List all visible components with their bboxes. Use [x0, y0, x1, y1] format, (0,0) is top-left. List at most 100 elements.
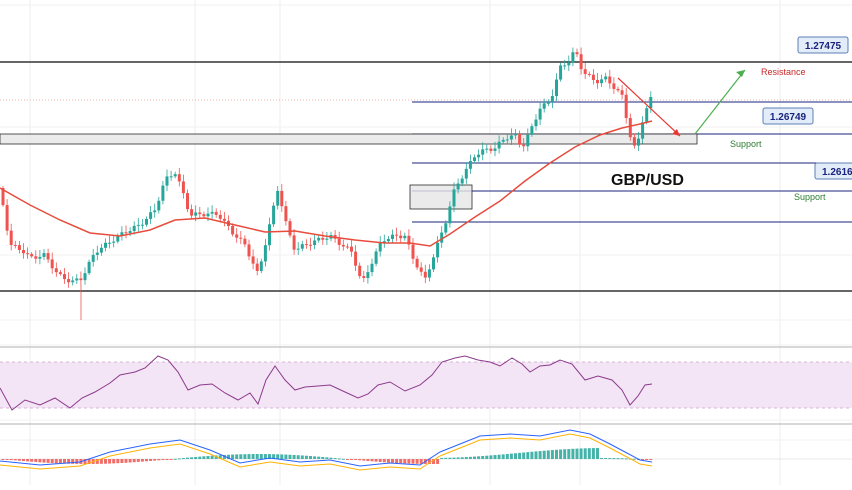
macd-bar-6 [26, 459, 30, 462]
chart-title: GBP/USD [611, 172, 684, 189]
candle-153 [628, 118, 632, 138]
macd-bar-114 [468, 456, 472, 459]
macd-bar-102 [419, 459, 423, 464]
candle-63 [259, 261, 263, 271]
macd-bar-43 [177, 458, 181, 460]
candle-25 [104, 242, 107, 248]
candle-139 [571, 52, 575, 63]
macd-bar-106 [436, 459, 440, 464]
candle-110 [452, 189, 456, 207]
macd-bar-95 [391, 459, 394, 463]
level-label-support-upper: 1.26749 [762, 107, 814, 125]
macd-bar-40 [165, 459, 169, 460]
candle-77 [317, 237, 321, 241]
candle-51 [210, 211, 214, 214]
macd-bar-111 [456, 457, 460, 459]
macd-bar-140 [575, 448, 579, 459]
candle-43 [177, 174, 181, 182]
level-label-support-lower-text: 1.26163 [822, 167, 852, 178]
macd-bar-67 [276, 454, 280, 459]
macd-bar-128 [526, 452, 530, 459]
macd-bar-93 [382, 459, 386, 463]
candle-84 [345, 246, 349, 248]
candle-133 [546, 102, 550, 104]
macd-bar-37 [153, 459, 157, 461]
macd-bar-133 [546, 450, 550, 459]
candle-2 [9, 230, 13, 245]
candle-116 [477, 154, 481, 158]
candle-131 [538, 108, 542, 120]
candle-9 [38, 256, 42, 259]
candle-111 [456, 183, 460, 190]
macd-bar-91 [374, 459, 378, 462]
candle-88 [362, 276, 366, 278]
macd-bar-0 [1, 459, 5, 460]
macd-bar-33 [136, 459, 140, 462]
macd-bar-28 [116, 459, 120, 464]
level-label-support-lower: 1.26163 [814, 162, 852, 180]
macd-bar-41 [169, 459, 173, 460]
signal-line [0, 433, 653, 471]
support-annotation-upper: Support [730, 139, 762, 149]
candle-155 [637, 138, 640, 146]
candle-148 [608, 76, 612, 84]
candle-50 [206, 213, 210, 217]
candle-30 [124, 232, 128, 234]
macd-bar-147 [604, 458, 608, 460]
candle-118 [485, 148, 489, 150]
candle-57 [235, 234, 239, 238]
candle-83 [341, 244, 345, 247]
macd-bar-88 [362, 459, 366, 461]
macd-bar-9 [38, 459, 42, 463]
macd-bar-75 [309, 456, 312, 459]
macd-bar-47 [194, 456, 198, 459]
candle-49 [202, 214, 206, 217]
candle-86 [354, 251, 358, 266]
macd-bar-26 [108, 459, 112, 464]
candle-13 [54, 268, 58, 273]
price-levels [0, 61, 852, 292]
candle-75 [309, 244, 312, 246]
candle-58 [239, 237, 243, 239]
macd-bar-62 [255, 454, 259, 459]
ma-line [0, 120, 653, 247]
macd-bar-115 [473, 456, 476, 459]
macd-bar-8 [34, 459, 38, 463]
macd-bar-17 [71, 459, 75, 464]
candle-150 [616, 88, 620, 91]
macd-bar-85 [350, 459, 353, 460]
macd-bar-61 [251, 454, 255, 459]
macd-bar-1 [5, 459, 9, 460]
macd-bar-120 [493, 455, 497, 459]
macd-bar-14 [58, 459, 62, 464]
candle-117 [481, 149, 485, 155]
candle-89 [366, 272, 370, 278]
candle-129 [530, 126, 534, 135]
candle-36 [149, 212, 153, 219]
candle-23 [95, 252, 99, 255]
macd-bar-57 [235, 454, 239, 459]
candle-32 [132, 225, 136, 232]
candle-76 [313, 240, 317, 246]
macd-bar-29 [120, 459, 124, 463]
macd-bar-35 [145, 459, 148, 462]
candle-0 [1, 188, 5, 206]
macd-bar-144 [591, 448, 595, 459]
macd-bar-49 [202, 456, 206, 459]
macd-bar-55 [227, 454, 230, 459]
candle-149 [612, 83, 616, 89]
candle-40 [165, 176, 169, 186]
candle-124 [509, 135, 513, 140]
candle-33 [136, 224, 140, 226]
macd-bar-97 [399, 459, 403, 464]
candle-134 [550, 96, 554, 103]
macd-bar-109 [448, 457, 452, 459]
candle-127 [522, 144, 526, 147]
candle-112 [460, 178, 464, 184]
candle-141 [579, 54, 583, 70]
macd-bar-60 [247, 454, 251, 459]
macd-bar-148 [608, 458, 612, 460]
macd-bar-89 [366, 459, 370, 461]
macd-bar-113 [464, 457, 468, 459]
candle-65 [268, 224, 271, 246]
